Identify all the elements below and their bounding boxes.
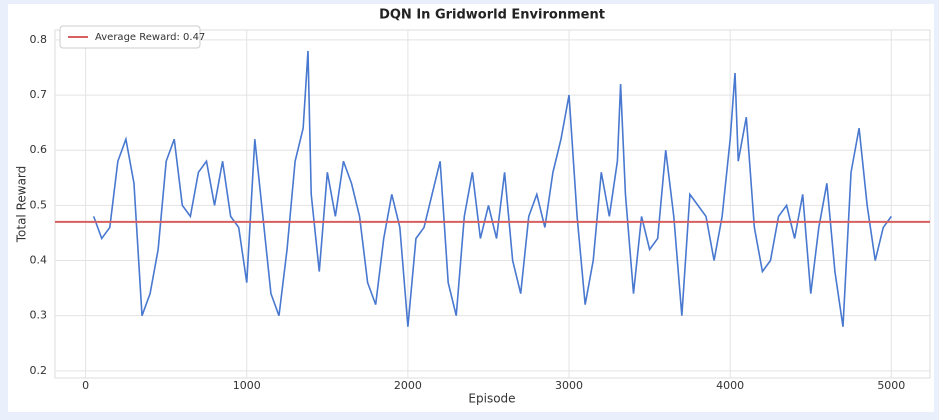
y-tick-label: 0.6 bbox=[30, 143, 48, 156]
y-tick-label: 0.7 bbox=[30, 88, 48, 101]
x-axis-label: Episode bbox=[468, 392, 515, 406]
data-line bbox=[92, 50, 892, 327]
x-tick-label: 5000 bbox=[877, 379, 905, 392]
y-tick-label: 0.2 bbox=[30, 364, 48, 377]
chart-title: DQN In Gridworld Environment bbox=[379, 8, 605, 23]
y-tick-label: 0.5 bbox=[30, 198, 48, 211]
x-tick-label: 0 bbox=[82, 379, 89, 392]
legend-box bbox=[59, 25, 201, 49]
legend-label: Average Reward: 0.47 bbox=[95, 32, 205, 43]
x-tick-label: 1000 bbox=[233, 379, 261, 392]
x-tick-label: 4000 bbox=[716, 379, 744, 392]
y-tick-label: 0.3 bbox=[30, 309, 48, 322]
plot-area bbox=[54, 29, 931, 379]
x-tick-label: 2000 bbox=[394, 379, 422, 392]
y-tick-label: 0.4 bbox=[30, 254, 48, 267]
y-axis-label: Total Reward bbox=[15, 166, 29, 244]
x-tick-label: 3000 bbox=[555, 379, 583, 392]
y-tick-label: 0.8 bbox=[30, 33, 48, 46]
